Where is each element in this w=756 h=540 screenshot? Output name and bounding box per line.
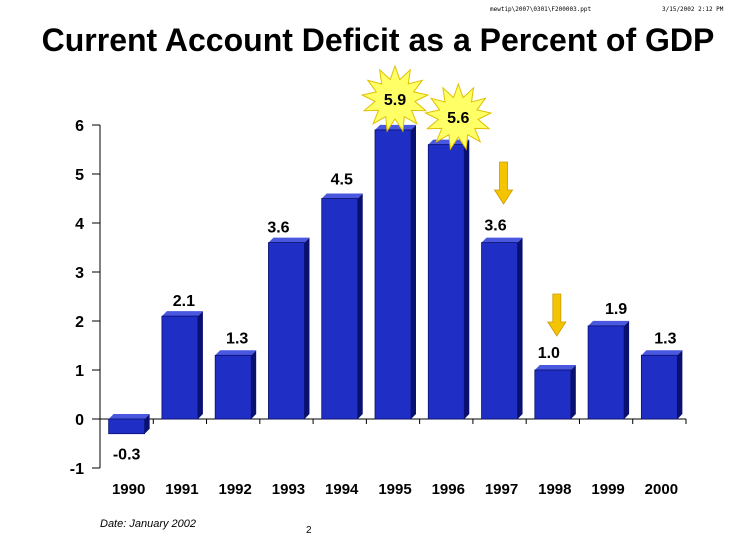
x-tick-label-1994: 1994 xyxy=(325,481,359,498)
bar-1993 xyxy=(268,242,305,420)
y-tick-label: 6 xyxy=(75,118,84,135)
y-tick-label: -1 xyxy=(70,461,84,478)
bar-side-1993 xyxy=(304,237,310,419)
x-tick-label-1992: 1992 xyxy=(218,481,251,498)
page-number: 2 xyxy=(306,525,312,536)
bar-side-1998 xyxy=(570,365,576,419)
bar-1996 xyxy=(427,144,465,420)
data-label-1998: 1.0 xyxy=(538,345,560,362)
bar-1997 xyxy=(481,242,518,420)
x-tick-label-1990: 1990 xyxy=(112,481,145,498)
burst-1996 xyxy=(424,82,493,151)
bar-side-1997 xyxy=(517,237,523,419)
bar-top-1999 xyxy=(588,320,630,326)
y-tick-label: 5 xyxy=(75,167,84,184)
bar-side-2000 xyxy=(677,350,683,419)
date-note: Date: January 2002 xyxy=(100,518,197,530)
data-label-1990: -0.3 xyxy=(113,447,141,464)
bar-top-1997 xyxy=(481,237,523,243)
y-tick-label: 4 xyxy=(75,216,84,233)
down-arrow-1997 xyxy=(493,161,514,205)
x-tick-label-1998: 1998 xyxy=(538,481,571,498)
chart-title: Current Account Deficit as a Percent of … xyxy=(41,22,715,58)
bar-top-1991 xyxy=(161,311,203,317)
burst-1995 xyxy=(360,64,430,133)
bar-top-1990 xyxy=(108,414,150,419)
file-path-header: mewtip\2007\0301\F200003.ppt xyxy=(490,6,592,13)
data-label-1994: 4.5 xyxy=(331,172,353,189)
data-label-1996: 5.6 xyxy=(447,110,469,127)
bar-side-1991 xyxy=(197,311,203,419)
data-label-1995: 5.9 xyxy=(384,92,406,109)
bar-1998 xyxy=(534,369,572,420)
data-label-1993: 3.6 xyxy=(267,220,289,237)
bar-side-1990 xyxy=(144,414,150,434)
y-tick-label: 0 xyxy=(75,412,84,429)
down-arrow-1998 xyxy=(547,293,567,337)
data-label-2000: 1.3 xyxy=(654,330,676,347)
x-tick-label-1991: 1991 xyxy=(165,481,198,498)
y-tick-label: 3 xyxy=(75,265,84,282)
bar-1991 xyxy=(161,315,199,420)
x-tick-label-1996: 1996 xyxy=(432,481,465,498)
bar-side-1994 xyxy=(357,193,363,419)
x-tick-label-1999: 1999 xyxy=(591,481,624,498)
bar-1995 xyxy=(374,129,412,420)
y-tick-label: 2 xyxy=(75,314,84,331)
data-label-1991: 2.1 xyxy=(173,293,195,310)
bar-side-1992 xyxy=(251,350,257,419)
y-tick-label: 1 xyxy=(75,363,84,380)
x-tick-label-2000: 2000 xyxy=(645,481,678,498)
bar-top-1998 xyxy=(534,365,576,370)
x-tick-label-1995: 1995 xyxy=(378,481,411,498)
data-label-1999: 1.9 xyxy=(605,301,627,318)
timestamp-header: 3/15/2002 2:12 PM xyxy=(662,6,724,13)
bar-1992 xyxy=(214,354,252,420)
bar-2000 xyxy=(640,354,678,420)
bar-top-1992 xyxy=(215,350,257,356)
bar-side-1995 xyxy=(411,124,416,420)
bar-top-1994 xyxy=(321,193,363,199)
data-label-1992: 1.3 xyxy=(226,330,248,347)
bar-1999 xyxy=(587,325,625,420)
bar-top-1995 xyxy=(375,124,416,130)
data-label-1997: 3.6 xyxy=(484,218,506,235)
bar-side-1999 xyxy=(624,320,630,419)
bar-1994 xyxy=(321,198,359,420)
bar-top-2000 xyxy=(641,350,683,356)
bar-top-1993 xyxy=(268,237,310,243)
bar-side-1996 xyxy=(464,139,470,419)
bar-1990 xyxy=(108,418,146,435)
x-tick-label-1997: 1997 xyxy=(485,481,518,498)
x-tick-label-1993: 1993 xyxy=(272,481,305,498)
